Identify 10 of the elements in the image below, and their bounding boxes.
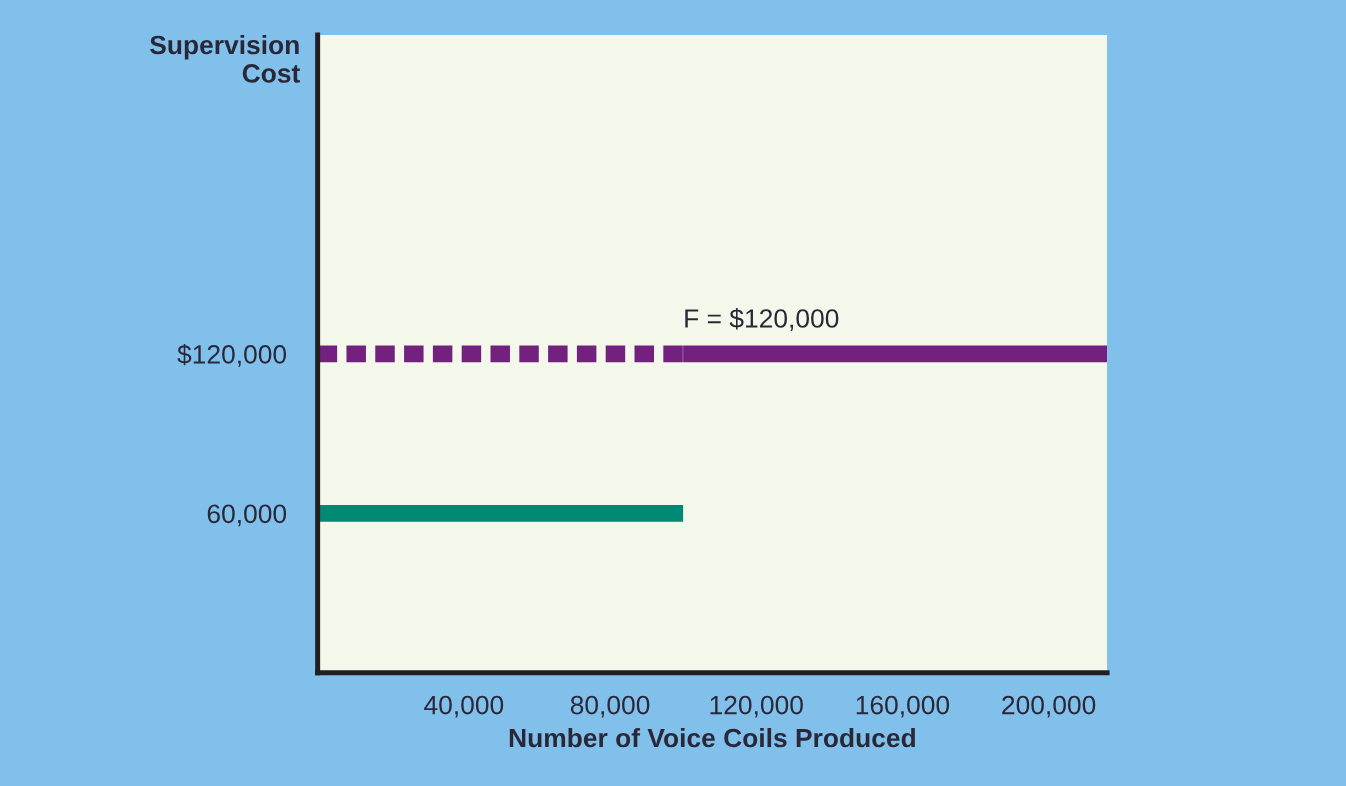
x-tick-label: 120,000 bbox=[710, 695, 803, 718]
y-tick-label: $120,000 bbox=[177, 343, 287, 367]
x-axis-title: Number of Voice Coils Produced bbox=[509, 727, 915, 748]
annotation: F = $120,000 bbox=[685, 308, 839, 331]
x-tick-label: 200,000 bbox=[1002, 695, 1096, 718]
y-axis-title: Supervision Cost bbox=[150, 34, 300, 83]
y-tick-label: 60,000 bbox=[207, 504, 287, 527]
x-tick-label: 160,000 bbox=[856, 695, 950, 718]
x-tick-label: 80,000 bbox=[570, 695, 650, 718]
x-tick-label: 40,000 bbox=[424, 695, 504, 718]
